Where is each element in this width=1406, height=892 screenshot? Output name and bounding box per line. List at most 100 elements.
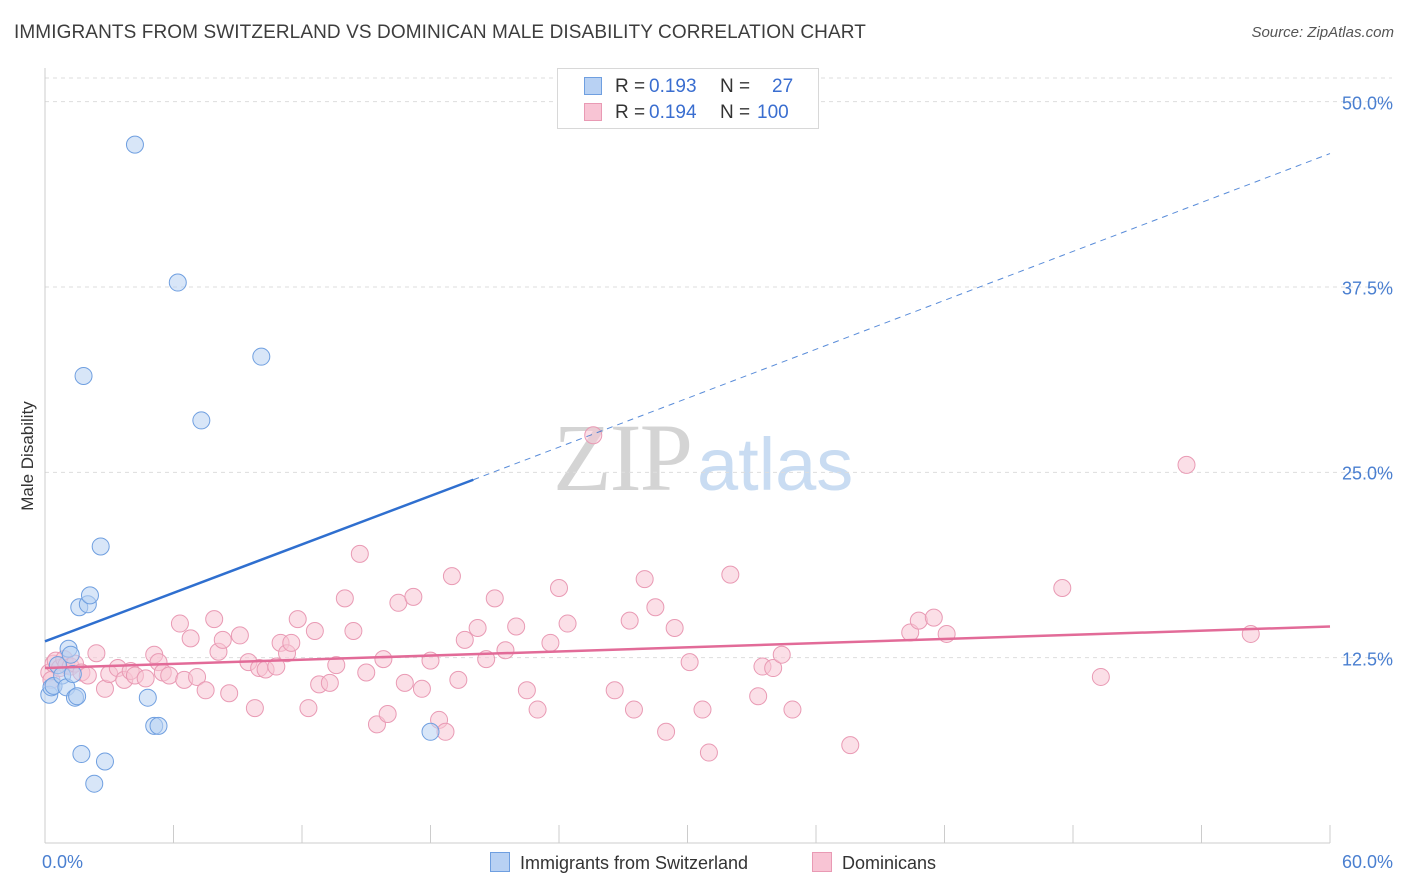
watermark-zip: ZIP [553,404,693,511]
bottom-legend-swatch-pink [812,852,832,872]
dominicans-point [95,679,114,698]
dominicans-point [507,617,526,636]
dominicans-point [288,610,307,629]
dominicans-point [1091,667,1110,686]
dominicans-point [344,621,363,640]
dominicans-point [350,544,369,563]
dominicans-point [635,570,654,589]
dominicans-point [468,619,487,638]
switzerland-point [80,586,99,605]
dominicans-point [909,611,928,630]
dominicans-point [395,673,414,692]
legend-r-value: 0.194 [649,102,697,123]
y-tick-label: 37.5% [1341,278,1393,299]
dominicans-point [558,614,577,633]
dominicans-point [783,700,802,719]
bottom-legend-switzerland: Immigrants from Switzerland [490,852,748,874]
y-tick-label: 50.0% [1341,93,1393,114]
dominicans-point [378,705,397,724]
dominicans-point [245,699,264,718]
y-tick-label: 25.0% [1341,463,1393,484]
dominicans-point [78,666,97,685]
dominicans-point [87,644,106,663]
dominicans-point [230,626,249,645]
switzerland-point [149,716,168,735]
switzerland-point [168,273,187,292]
dominicans-point [485,589,504,608]
dominicans-point [404,587,423,606]
dominicans-point [374,650,393,669]
switzerland-point [252,347,271,366]
dominicans-point [320,673,339,692]
dominicans-point [267,657,286,676]
switzerland-point [125,135,144,154]
bottom-legend-swatch-blue [490,852,510,872]
dominicans-point [220,684,239,703]
chart-title: IMMIGRANTS FROM SWITZERLAND VS DOMINICAN… [14,22,866,43]
grid-lines [45,77,1392,659]
dominicans-point [305,621,324,640]
axes [44,68,1331,844]
switzerland-point [68,687,87,706]
dominicans-point [282,633,301,652]
bottom-legend-label: Dominicans [842,853,937,873]
legend-r-value: 0.193 [649,76,697,97]
dominicans-point [170,614,189,633]
dominicans-point [436,722,455,741]
dominicans-point [455,630,474,649]
legend-n-label: N = [720,76,751,97]
dominicans-point [496,641,515,660]
dominicans-point [442,567,461,586]
dominicans-point [160,666,179,685]
dominicans-point [181,629,200,648]
dominicans-point [449,670,468,689]
dominicans-point [196,681,215,700]
switzerland-point [74,366,93,385]
switzerland-points [40,135,440,793]
switzerland-point [61,645,80,664]
dominicans-point [1053,578,1072,597]
legend-swatch-blue [584,77,602,95]
switzerland-point [421,722,440,741]
bottom-legend-dominicans: Dominicans [812,852,936,874]
dominicans-point [772,645,791,664]
switzerland-point [72,745,91,764]
dominicans-point [657,722,676,741]
dominicans-point [205,610,224,629]
dominicans-point [721,565,740,584]
dominicans-point [327,656,346,675]
switzerland-trend-extension [473,153,1331,481]
dominicans-point [624,700,643,719]
dominicans-point [550,578,568,597]
dominicans-point [646,598,665,617]
switzerland-point [138,688,157,707]
dominicans-point [188,667,207,686]
dominicans-point [213,630,232,649]
dominicans-point [605,681,624,700]
legend-swatch-pink [584,103,602,121]
legend-n-label: N = [720,102,751,123]
dominicans-point [764,659,783,678]
source-label: Source: ZipAtlas.com [1251,24,1394,41]
dominicans-point [924,608,943,627]
x-tick-max: 60.0% [1341,852,1393,872]
dominicans-point [699,743,718,762]
legend-box: R = 0.193 N = 27 R = 0.194 N = 100 [557,68,819,129]
dominicans-point [541,633,560,652]
switzerland-point [192,411,211,430]
dominicans-point [620,611,639,630]
dominicans-point [412,679,431,698]
dominicans-point [528,700,547,719]
watermark-atlas: atlas [697,423,854,506]
dominicans-point [749,687,768,706]
legend-n-value: 100 [757,102,789,123]
dominicans-point [680,653,699,672]
dominicans-point [389,593,408,612]
dominicans-point [335,589,354,608]
dominicans-trend-line [44,625,1331,670]
bottom-legend-label: Immigrants from Switzerland [520,853,749,873]
dominicans-point [841,736,860,755]
switzerland-point [63,664,82,683]
legend-r-label: R = [615,76,646,97]
